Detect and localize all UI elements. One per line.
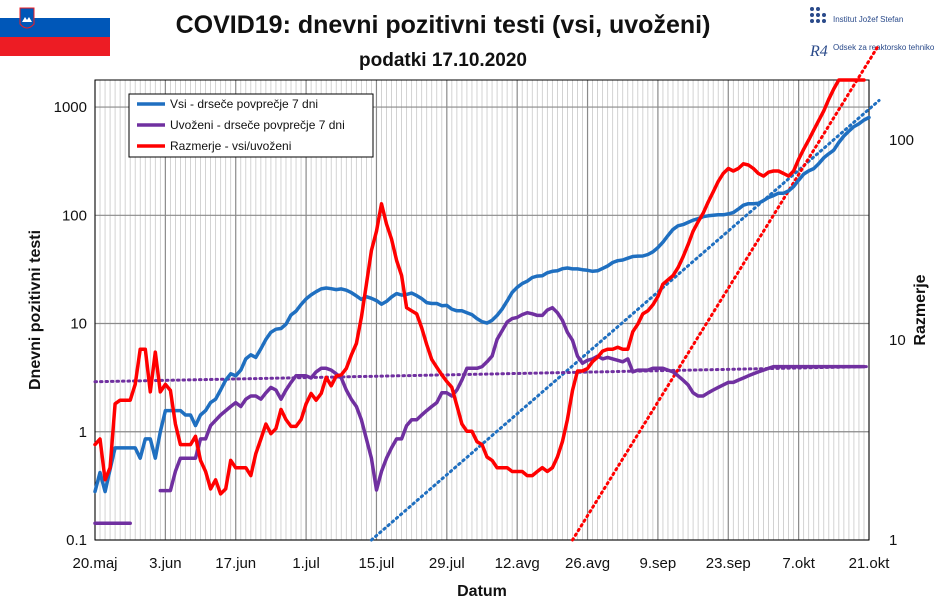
- x-tick-label: 26.avg: [565, 555, 610, 572]
- y-tick-label: 100: [62, 207, 87, 224]
- trendlines: [93, 43, 881, 542]
- x-tick-label: 3.jun: [149, 555, 182, 572]
- x-tick-label: 9.sep: [640, 555, 677, 572]
- x-tick-label: 29.jul: [429, 555, 465, 572]
- series-uvozeni: [158, 305, 866, 493]
- ijs-dots-icon: [810, 7, 826, 23]
- x-axis-ticks: 20.maj 3.jun 17.jun 1.jul 15.jul 29.jul 12.avg…: [72, 555, 890, 572]
- y-tick-label: 1000: [54, 99, 87, 116]
- series-vsi: [93, 115, 871, 494]
- series-lines: [93, 78, 871, 525]
- y-axis-label: Dnevni pozitivni testi: [27, 230, 44, 390]
- x-tick-label: 17.jun: [215, 555, 256, 572]
- y2-tick-label: 1: [889, 532, 897, 549]
- chart-subtitle: podatki 17.10.2020: [359, 50, 527, 71]
- x-tick-label: 12.avg: [495, 555, 540, 572]
- x-axis-label: Datum: [457, 583, 507, 600]
- x-tick-label: 21.okt: [849, 555, 891, 572]
- legend: Vsi - drseče povprečje 7 dni Uvoženi - d…: [128, 93, 374, 158]
- y-tick-label: 1: [79, 424, 87, 441]
- y2-tick-label: 100: [889, 132, 914, 149]
- y-axis-ticks: 0.1 1 10 100 1000: [54, 99, 87, 549]
- r4-logo: R4 Odsek za reaktorsko tehniko: [809, 43, 935, 60]
- y2-axis-ticks: 1 10 100: [889, 132, 914, 549]
- r4-mark: R4: [809, 43, 828, 60]
- x-tick-label: 7.okt: [782, 555, 815, 572]
- x-tick-label: 23.sep: [706, 555, 751, 572]
- flag-emblem: [19, 7, 35, 29]
- r4-name: Odsek za reaktorsko tehniko: [833, 43, 935, 52]
- legend-label-razmerje: Razmerje - vsi/uvoženi: [170, 139, 291, 153]
- chart-title: COVID19: dnevni pozitivni testi (vsi, uv…: [176, 11, 711, 39]
- trendline-1: [93, 365, 871, 384]
- x-tick-label: 1.jul: [292, 555, 320, 572]
- flag-red-stripe: [0, 37, 110, 56]
- plot-frame: [94, 79, 870, 541]
- x-tick-label: 15.jul: [359, 555, 395, 572]
- y-tick-label: 0.1: [66, 532, 87, 549]
- flag-blue-stripe: [0, 18, 110, 37]
- y2-axis-label: Razmerje: [912, 274, 929, 345]
- y2-tick-label: 10: [889, 332, 906, 349]
- slovenia-flag-icon: [0, 0, 110, 56]
- ijs-name: Institut Jožef Stefan: [833, 15, 903, 24]
- legend-label-vsi: Vsi - drseče povprečje 7 dni: [170, 97, 318, 111]
- x-tick-label: 20.maj: [72, 555, 117, 572]
- ijs-logo: Institut Jožef Stefan: [810, 7, 903, 24]
- trendline-2: [570, 43, 881, 542]
- legend-label-uvozeni: Uvoženi - drseče povprečje 7 dni: [170, 118, 345, 132]
- trendline-0: [369, 98, 881, 542]
- series-razmerje: [93, 78, 866, 496]
- y-tick-label: 10: [70, 316, 87, 333]
